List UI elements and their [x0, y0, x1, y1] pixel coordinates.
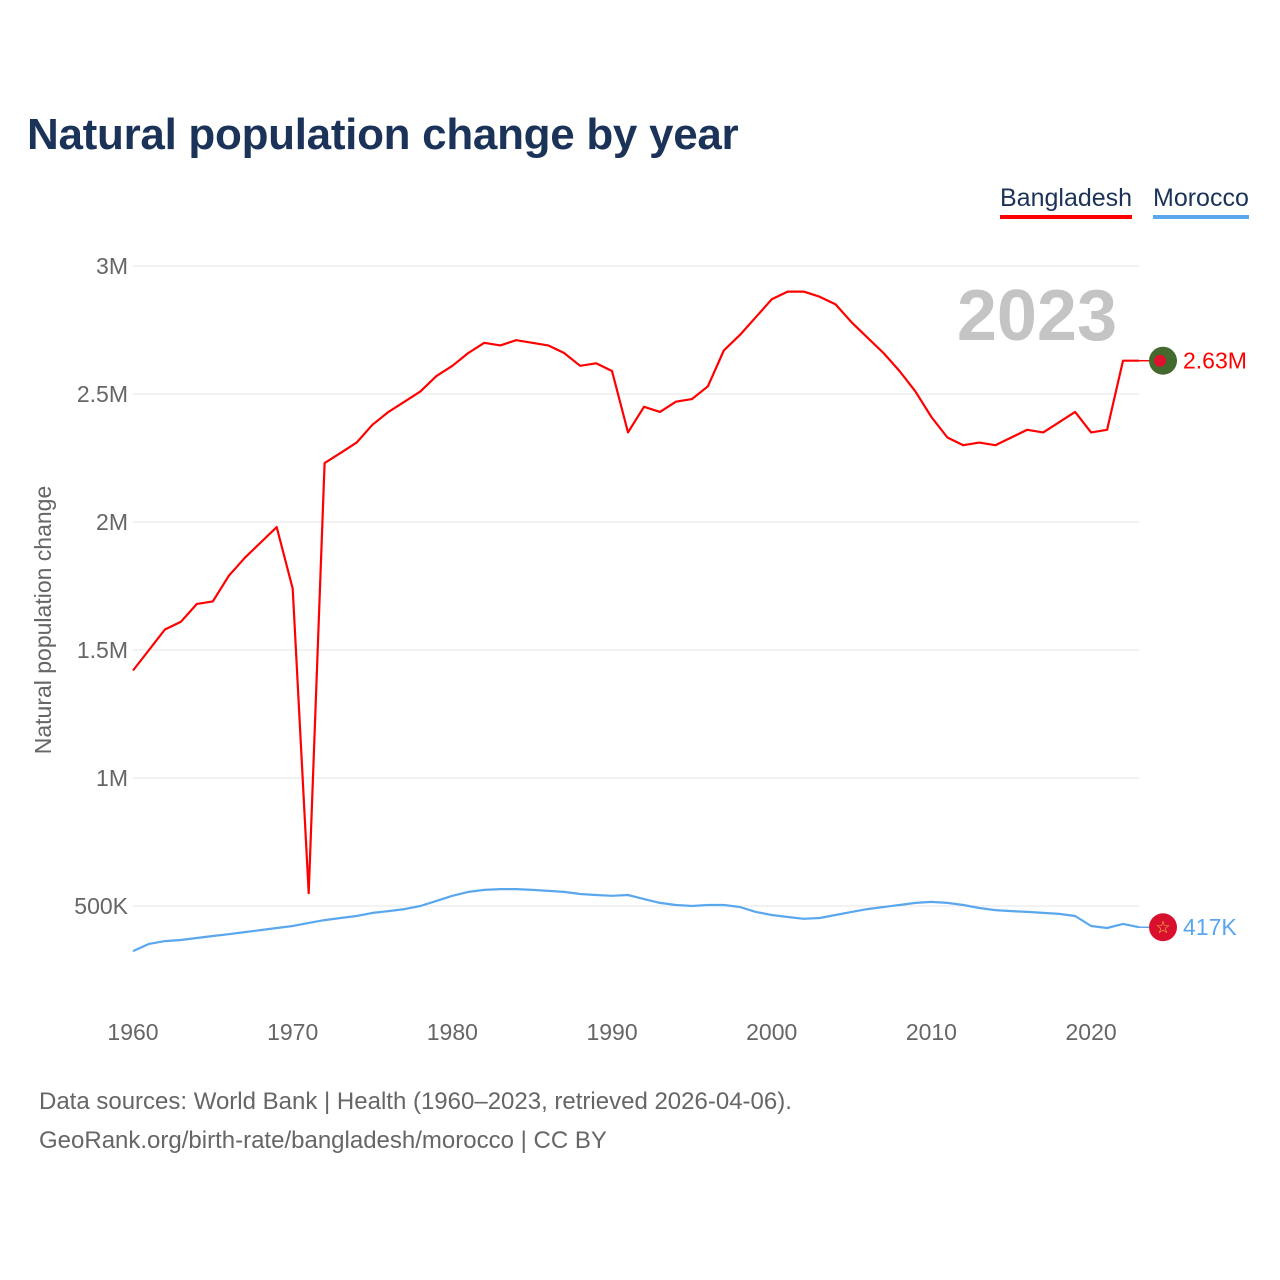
legend-bangladesh[interactable]: Bangladesh [1000, 184, 1133, 219]
footer-sources: Data sources: World Bank | Health (1960–… [39, 1088, 792, 1115]
end-value-label: 2.63M [1183, 348, 1247, 374]
y-tick-label: 2M [96, 509, 128, 535]
x-tick-label: 2020 [1066, 1019, 1117, 1045]
y-tick-label: 2.5M [77, 381, 128, 407]
y-tick-label: 1M [96, 765, 128, 791]
end-value-label: 417K [1183, 914, 1237, 940]
x-tick-label: 2000 [746, 1019, 797, 1045]
bangladesh-flag-disc [1154, 354, 1166, 367]
y-tick-label: 500K [74, 893, 128, 919]
footer-attribution[interactable]: GeoRank.org/birth-rate/bangladesh/morocc… [39, 1127, 607, 1154]
chart-title: Natural population change by year [27, 110, 739, 159]
x-tick-label: 1990 [586, 1019, 637, 1045]
x-tick-label: 2010 [906, 1019, 957, 1045]
legend-morocco[interactable]: Morocco [1153, 184, 1249, 219]
series-line-bangladesh [132, 290, 1139, 895]
x-tick-label: 1980 [427, 1019, 478, 1045]
y-tick-label: 3M [96, 253, 128, 279]
x-tick-label: 1970 [267, 1019, 318, 1045]
y-axis-label: Natural population change [30, 486, 56, 755]
y-tick-label: 1.5M [77, 637, 128, 663]
morocco-flag-icon [1149, 913, 1177, 942]
series-line-morocco [132, 887, 1140, 953]
x-tick-label: 1960 [107, 1019, 158, 1045]
morocco-star-icon: ☆ [1155, 918, 1170, 938]
year-watermark: 2023 [957, 276, 1117, 356]
